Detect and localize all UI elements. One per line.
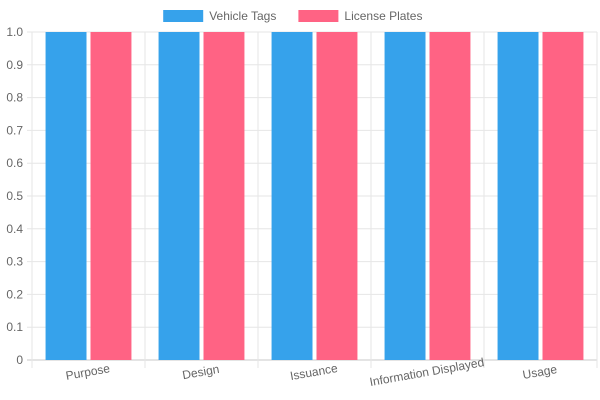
bars [45,32,584,360]
bar-vehicle-tags[interactable] [45,32,87,360]
y-tick-label: 0.7 [6,123,23,137]
x-tick-label: Design [181,362,220,382]
bar-vehicle-tags[interactable] [158,32,200,360]
bar-vehicle-tags[interactable] [384,32,426,360]
bar-license-plates[interactable] [90,32,132,360]
y-axis: 0 0.1 0.2 0.3 0.4 0.5 0.6 0.7 0.8 0.9 1.0 [6,25,23,367]
bar-license-plates[interactable] [203,32,245,360]
bar-license-plates[interactable] [429,32,471,360]
legend-swatch [298,10,339,22]
y-tick-label: 0.1 [6,320,23,334]
x-tick-label: Usage [522,362,559,382]
legend-item-license-plates[interactable]: License Plates [298,9,422,23]
legend-label: License Plates [344,9,422,23]
x-tick-label: Purpose [65,361,112,383]
legend-label: Vehicle Tags [209,9,276,23]
legend: Vehicle Tags License Plates [163,9,422,23]
x-tick-label: Issuance [289,361,339,383]
bar-license-plates[interactable] [542,32,584,360]
y-tick-label: 0.3 [6,255,23,269]
y-tick-label: 1.0 [6,25,23,39]
y-tick-label: 0.4 [6,222,23,236]
y-tick-label: 0.9 [6,58,23,72]
legend-item-vehicle-tags[interactable]: Vehicle Tags [163,9,276,23]
bar-vehicle-tags[interactable] [271,32,313,360]
bar-license-plates[interactable] [316,32,358,360]
y-tick-label: 0.2 [6,287,23,301]
bar-vehicle-tags[interactable] [497,32,539,360]
y-tick-label: 0.5 [6,189,23,203]
legend-swatch [163,10,204,22]
y-tick-label: 0.8 [6,91,23,105]
y-tick-label: 0 [16,353,23,367]
y-tick-label: 0.6 [6,156,23,170]
